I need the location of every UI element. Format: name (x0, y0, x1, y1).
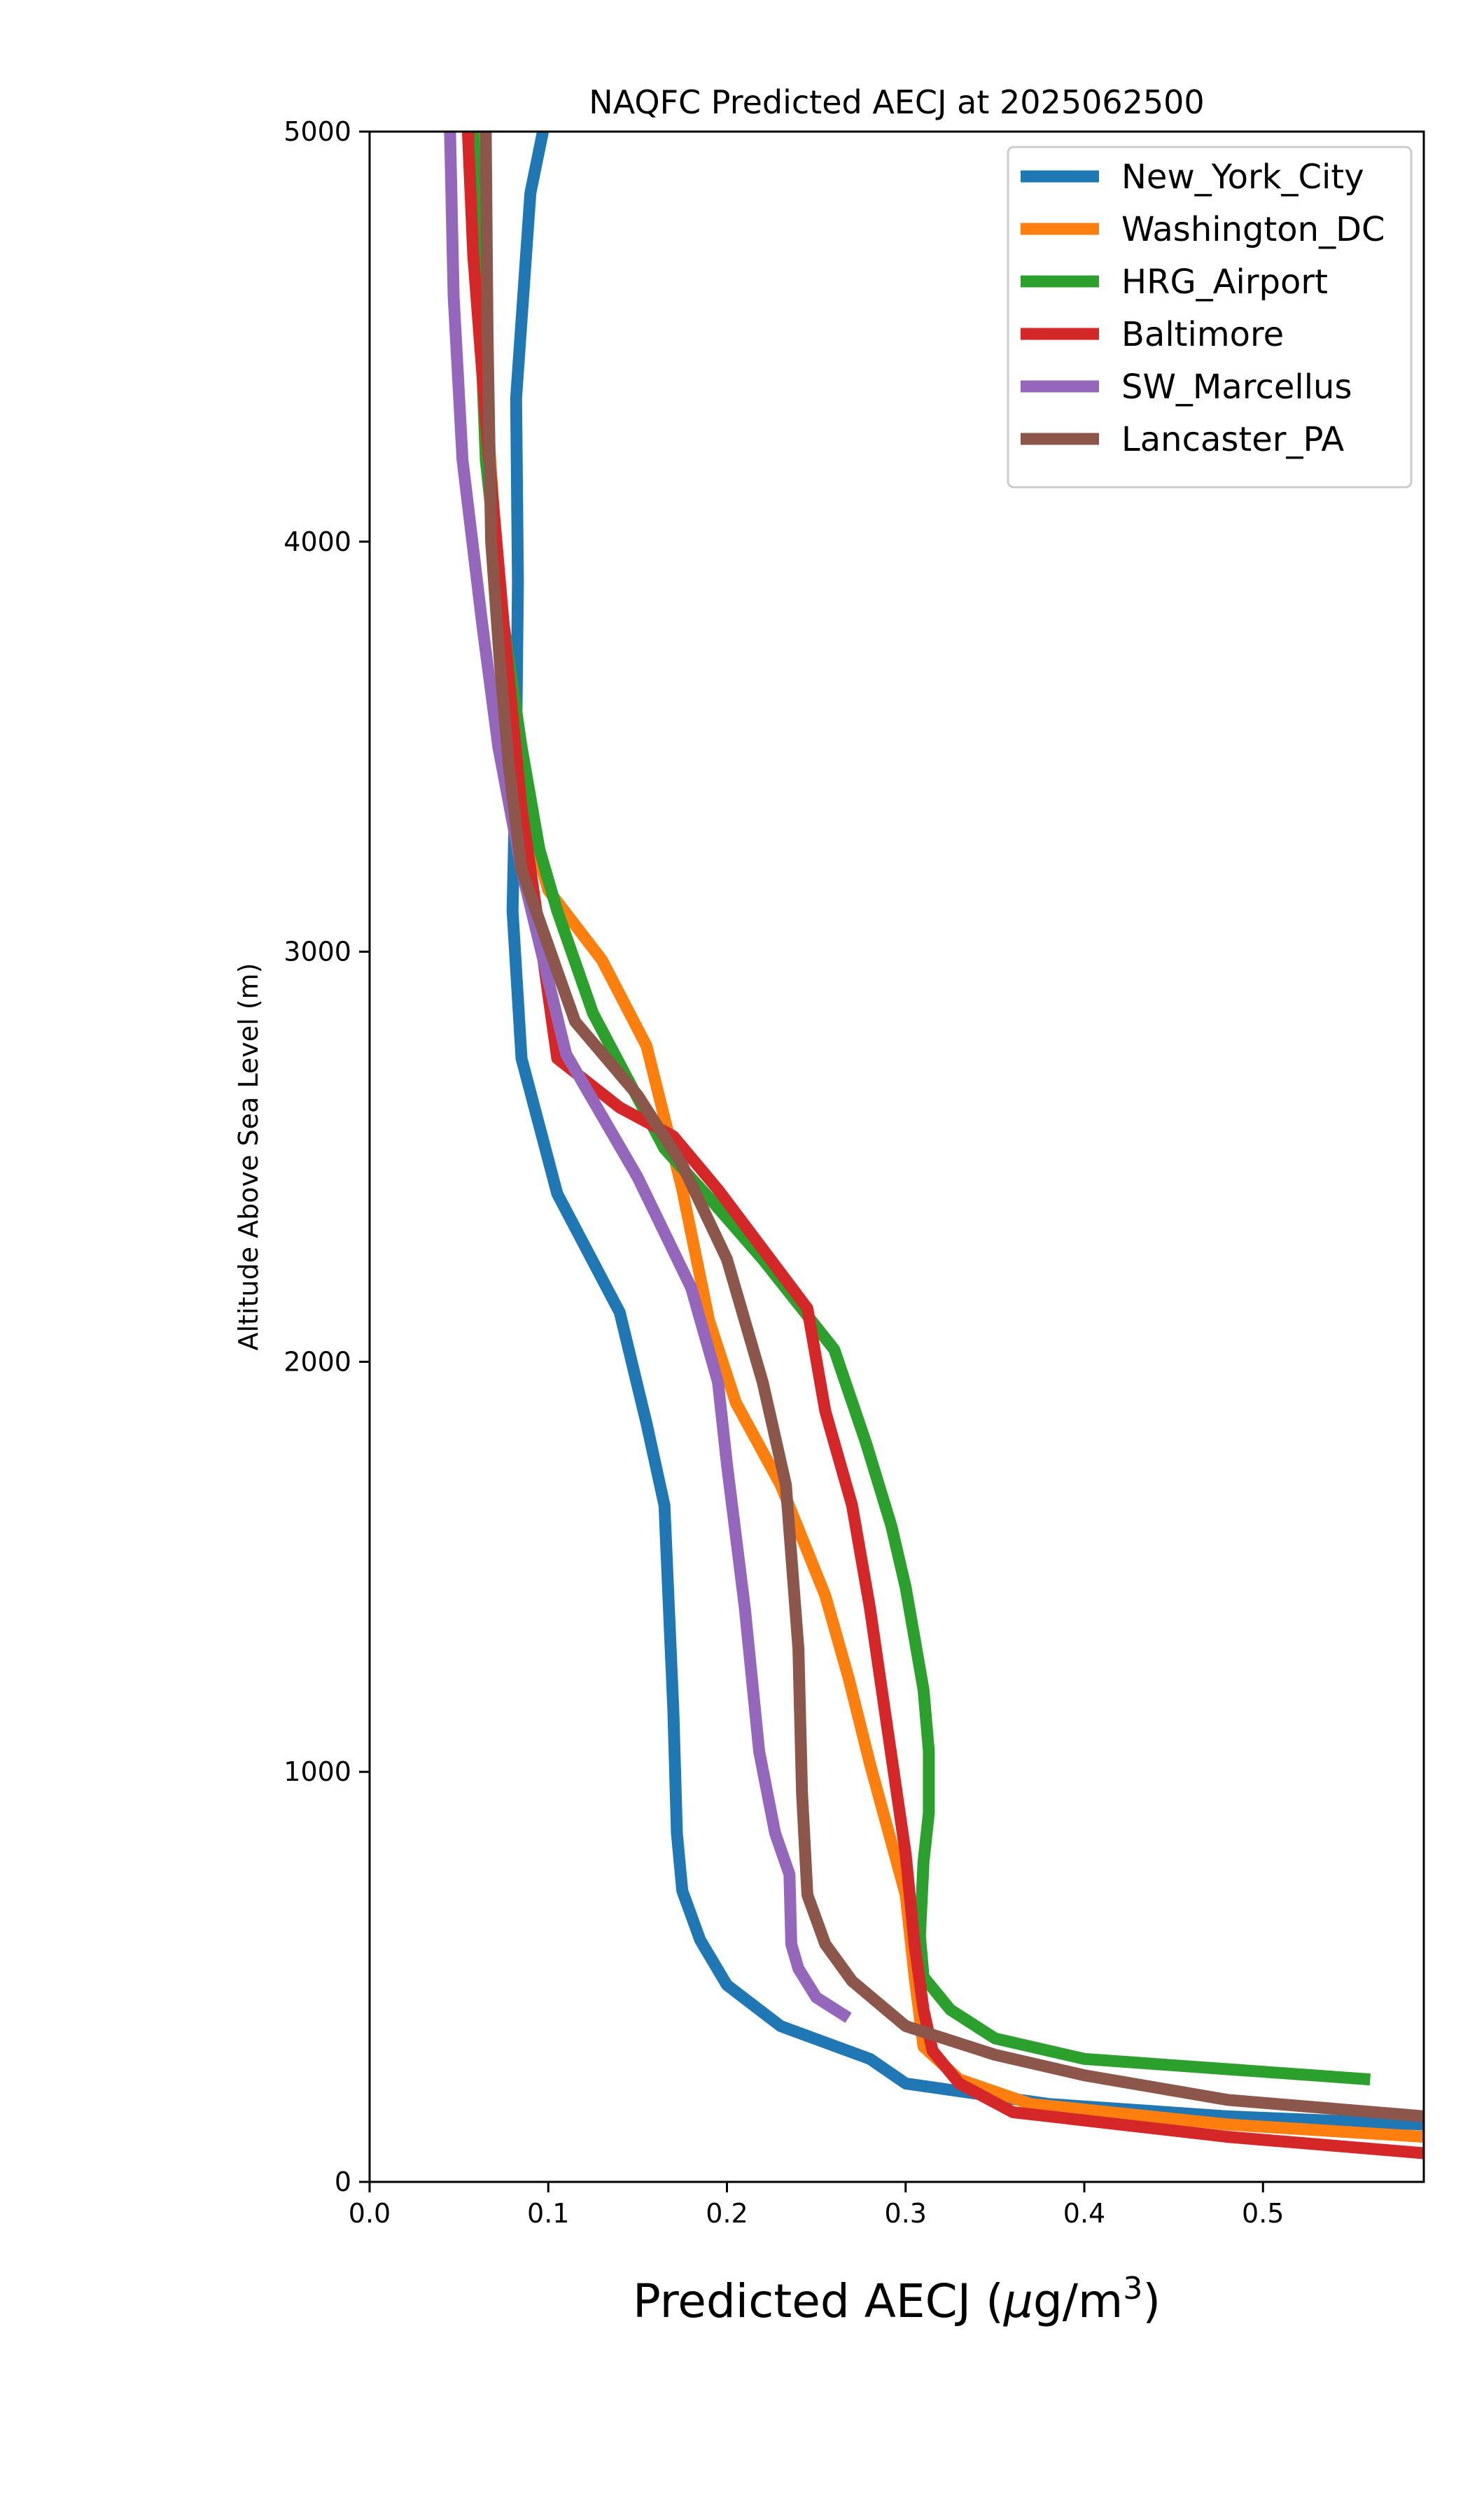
y-tick-label: 2000 (284, 1346, 351, 1377)
axes-frame (368, 130, 1425, 2183)
series-line-sw-marcellus (444, 132, 852, 2023)
x-axis-label-unit: g/m (1033, 2274, 1123, 2328)
legend-label: HRG_Airport (1121, 262, 1328, 302)
x-tick-label: 0.0 (349, 2198, 391, 2229)
x-tick-label: 0.5 (1242, 2198, 1284, 2229)
series-line-hrg-airport (467, 132, 1371, 2086)
y-axis-label: Altitude Above Sea Level (m) (233, 963, 264, 1351)
x-axis: 0.0 0.1 0.2 0.3 0.4 0.5 (349, 2182, 1284, 2229)
y-tick-label: 3000 (284, 937, 351, 967)
y-tick-label: 1000 (284, 1756, 351, 1787)
x-tick-label: 0.2 (706, 2198, 748, 2229)
y-axis: 0 1000 2000 3000 4000 5000 (284, 116, 370, 2197)
x-tick-label: 0.1 (527, 2198, 569, 2229)
legend-label: Lancaster_PA (1121, 420, 1344, 459)
x-axis-label-mu: μ (1003, 2274, 1033, 2328)
series-line-new-york-city (506, 132, 1424, 2131)
legend-label: New_York_City (1121, 158, 1364, 197)
y-tick-label: 0 (335, 2166, 351, 2197)
x-axis-label-prefix: Predicted AECJ ( (633, 2274, 1004, 2328)
series-line-lancaster-pa (479, 132, 1424, 2122)
series-line-baltimore (461, 132, 1424, 2160)
legend-label: Washington_DC (1121, 210, 1385, 249)
legend: New_York_City Washington_DC HRG_Airport Bal… (1007, 146, 1413, 489)
y-tick-label: 4000 (284, 526, 351, 557)
x-axis-label: Predicted AECJ (μg/m3) (633, 2271, 1161, 2328)
legend-label: Baltimore (1121, 315, 1284, 354)
x-axis-label-suffix: ) (1142, 2274, 1161, 2328)
x-tick-label: 0.3 (885, 2198, 927, 2229)
x-tick-label: 0.4 (1063, 2198, 1105, 2229)
legend-box (1007, 146, 1413, 489)
x-axis-label-superscript: 3 (1123, 2271, 1142, 2306)
y-tick-label: 5000 (284, 116, 351, 147)
plot-area (444, 132, 1424, 2160)
chart-title: NAQFC Predicted AECJ at 2025062500 (589, 83, 1204, 121)
legend-label: SW_Marcellus (1121, 368, 1352, 407)
